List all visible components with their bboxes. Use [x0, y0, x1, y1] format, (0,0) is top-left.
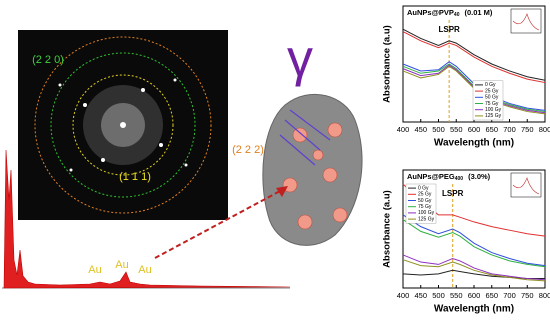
arrow-head: [276, 186, 288, 197]
x-tick-label: 700: [503, 125, 516, 134]
legend-label: 50 Gy: [485, 95, 499, 101]
legend-label: 25 Gy: [418, 192, 432, 198]
x-tick-label: 550: [450, 291, 463, 300]
title-subscript: 400: [455, 176, 464, 182]
spectrum-line: [402, 259, 546, 282]
x-tick-label: 600: [468, 291, 481, 300]
y-axis-label: Absorbance (a.u): [382, 190, 393, 268]
inset: [510, 172, 542, 198]
legend-label: 100 Gy: [485, 107, 502, 113]
x-axis-label: Wavelength (nm): [434, 138, 514, 149]
x-tick-label: 700: [503, 291, 516, 300]
spectrum-line: [402, 28, 546, 81]
chart-title: AuNPs@PVP40 (0.01 M): [407, 8, 493, 18]
spectrum-line: [402, 31, 546, 84]
x-axis-label: Wavelength (nm): [434, 304, 514, 315]
inset: [510, 8, 542, 34]
spectrum-line: [402, 254, 546, 281]
fft-label: (2 2 0): [32, 54, 64, 66]
x-tick-label: 450: [414, 291, 427, 300]
eds-label: Au: [115, 259, 128, 271]
x-tick-label: 500: [432, 125, 445, 134]
spectrum-line: [402, 269, 545, 280]
legend-label: 75 Gy: [485, 101, 499, 107]
legend-label: 100 Gy: [418, 210, 435, 216]
x-tick-label: 450: [414, 125, 427, 134]
spectrum-line: [402, 64, 546, 114]
annotation: LSPR: [438, 25, 460, 34]
legend-label: 50 Gy: [418, 198, 432, 204]
eds-label: Au: [138, 264, 151, 276]
legend-box: [472, 80, 504, 121]
x-tick-label: 800: [539, 125, 550, 134]
legend-label: 125 Gy: [485, 113, 502, 119]
arrow: [154, 189, 283, 259]
inset-curve: [512, 13, 540, 31]
title-main: AuNPs@PVP: [407, 8, 454, 17]
x-tick-label: 750: [521, 291, 534, 300]
spectrum-line: [402, 219, 546, 268]
subtitle: (3.0%): [468, 172, 491, 181]
legend-label: 125 Gy: [418, 216, 435, 222]
title-subscript: 40: [454, 12, 460, 18]
eds-spectrum: [2, 149, 291, 289]
subtitle: (0.01 M): [464, 8, 492, 17]
legend-label: 0 Gy: [485, 82, 496, 88]
x-tick-label: 400: [397, 125, 410, 134]
title-main: AuNPs@PEG: [407, 172, 455, 181]
gamma-symbol: γ: [287, 30, 313, 88]
legend-box: [405, 183, 437, 224]
x-tick-label: 800: [539, 291, 550, 300]
spectrum-line: [402, 214, 546, 267]
fft-image: [18, 30, 228, 220]
spectrum-line: [402, 65, 546, 115]
x-tick-label: 650: [485, 125, 498, 134]
fft-label: (1 1 1): [119, 171, 151, 183]
spectrum-line: [402, 61, 546, 111]
x-tick-label: 500: [432, 291, 445, 300]
legend-label: 75 Gy: [418, 204, 432, 210]
eds-label: Au: [88, 264, 101, 276]
y-axis-label: Absorbance (a.u): [382, 25, 393, 103]
nanoparticle-cluster: [262, 93, 363, 246]
fft-label: (2 2 2): [232, 144, 264, 156]
annotation: LSPR: [442, 189, 464, 198]
x-tick-label: 650: [485, 291, 498, 300]
inset-curve: [512, 177, 540, 195]
legend-label: 25 Gy: [485, 88, 499, 94]
legend-label: 0 Gy: [418, 185, 429, 191]
x-tick-label: 750: [521, 125, 534, 134]
spectrum-line: [402, 63, 546, 113]
chart-title: AuNPs@PEG400 (3.0%): [407, 172, 491, 182]
x-tick-label: 600: [468, 125, 481, 134]
x-tick-label: 400: [397, 291, 410, 300]
x-tick-label: 550: [450, 125, 463, 134]
